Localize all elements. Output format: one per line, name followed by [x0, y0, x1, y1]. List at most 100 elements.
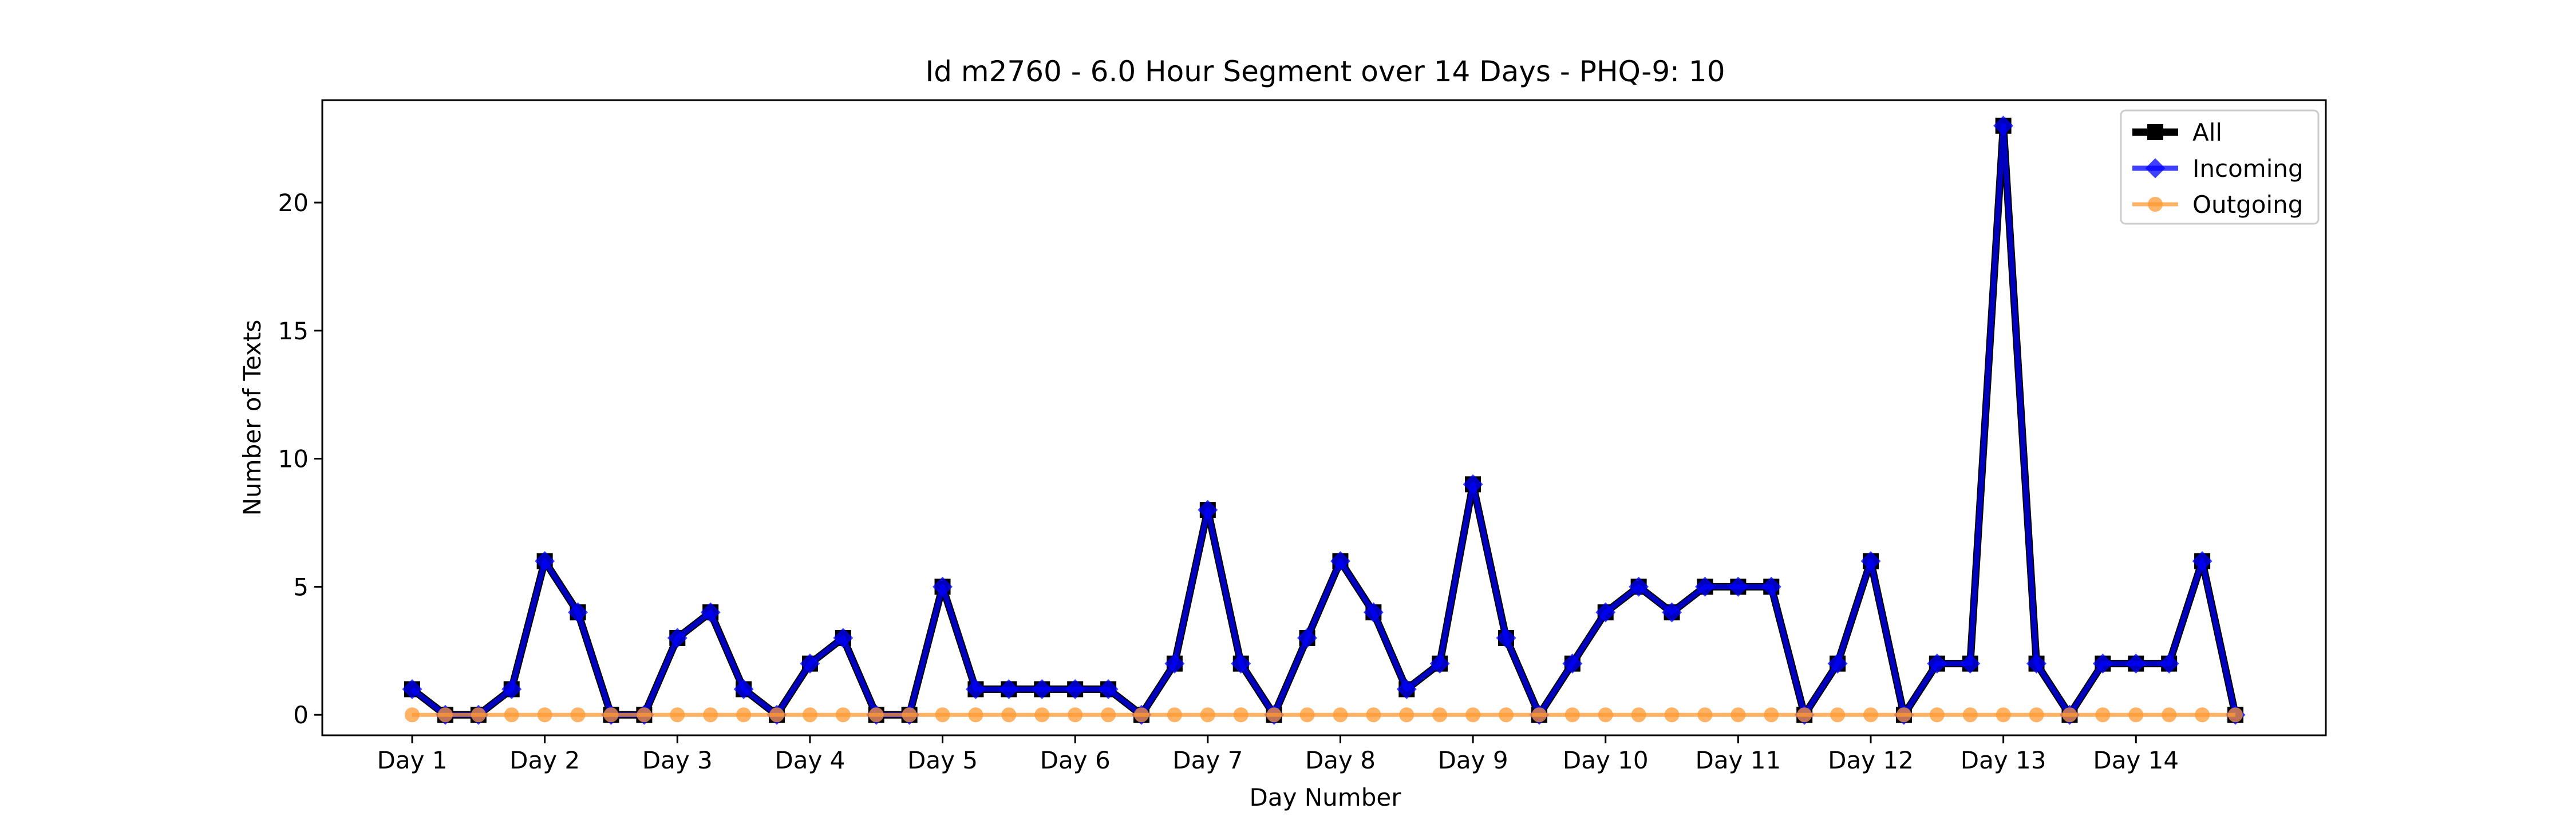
data-point	[1797, 707, 1812, 723]
y-tick-label: 20	[278, 189, 309, 217]
data-point	[1233, 707, 1249, 723]
data-point	[2162, 707, 2177, 723]
data-point	[1697, 707, 1713, 723]
data-point	[2228, 707, 2243, 723]
data-point	[603, 707, 619, 723]
data-point	[2092, 653, 2113, 674]
data-point	[1927, 653, 1947, 674]
data-point	[1631, 707, 1646, 723]
data-point	[637, 707, 652, 723]
data-point	[1266, 707, 1282, 723]
data-point	[1962, 707, 1978, 723]
data-point	[1363, 602, 1384, 623]
data-point	[933, 576, 953, 597]
data-point	[1830, 707, 1846, 723]
data-point	[968, 707, 983, 723]
data-point	[2095, 707, 2111, 723]
data-point	[998, 679, 1019, 699]
data-point	[1098, 679, 1119, 699]
data-point	[802, 707, 817, 723]
data-point	[1761, 576, 1781, 597]
x-tick-label: Day 1	[377, 746, 447, 774]
data-point	[902, 707, 917, 723]
data-point	[1001, 707, 1017, 723]
data-point	[1662, 602, 1682, 623]
plot-area	[402, 116, 2246, 725]
x-tick-label: Day 11	[1695, 746, 1781, 774]
x-axis-label: Day Number	[1249, 783, 1401, 811]
data-point	[1396, 679, 1417, 699]
data-point	[471, 707, 486, 723]
data-point	[501, 679, 522, 699]
x-tick-label: Day 14	[2093, 746, 2179, 774]
legend-marker	[2147, 124, 2163, 140]
legend-label: Incoming	[2192, 154, 2304, 183]
legend-item: Outgoing	[2132, 191, 2303, 219]
data-point	[1065, 679, 1085, 699]
data-point	[402, 679, 422, 699]
data-point	[1764, 707, 1779, 723]
data-point	[1960, 653, 1981, 674]
y-axis-label: Number of Texts	[238, 320, 266, 516]
data-point	[1432, 707, 1448, 723]
data-point	[1034, 707, 1050, 723]
y-tick-label: 10	[278, 445, 309, 473]
data-point	[667, 628, 688, 648]
x-tick-label: Day 7	[1172, 746, 1243, 774]
data-point	[1297, 628, 1318, 648]
data-point	[769, 707, 784, 723]
x-tick-label: Day 8	[1305, 746, 1376, 774]
data-point	[2159, 653, 2179, 674]
data-point	[1198, 500, 1218, 520]
data-point	[570, 707, 586, 723]
data-point	[1465, 707, 1481, 723]
data-point	[1993, 116, 2014, 136]
data-point	[1231, 653, 1251, 674]
data-point	[1032, 679, 1052, 699]
data-point	[1101, 707, 1116, 723]
data-point	[1463, 474, 1483, 494]
data-point	[2192, 551, 2212, 572]
data-point	[1664, 707, 1680, 723]
data-point	[1496, 628, 1516, 648]
x-tick-label: Day 5	[907, 746, 978, 774]
data-point	[1330, 551, 1350, 572]
legend-item: All	[2132, 118, 2222, 146]
data-point	[1164, 653, 1185, 674]
data-point	[1728, 576, 1748, 597]
legend-label: Outgoing	[2192, 191, 2303, 219]
data-point	[2026, 653, 2047, 674]
data-point	[2062, 707, 2077, 723]
y-tick-label: 15	[278, 317, 309, 345]
x-tick-label: Day 13	[1961, 746, 2046, 774]
data-point	[670, 707, 685, 723]
data-point	[1896, 707, 1911, 723]
legend: All Incoming Outgoing	[2120, 109, 2320, 225]
data-point	[1499, 707, 1514, 723]
data-point	[1929, 707, 1945, 723]
x-tick-label: Day 3	[642, 746, 713, 774]
x-tick-label: Day 4	[775, 746, 845, 774]
data-point	[568, 602, 588, 623]
data-point	[1827, 653, 1848, 674]
data-point	[535, 551, 555, 572]
legend-marker	[2148, 197, 2163, 212]
data-point	[537, 707, 552, 723]
data-point	[733, 679, 754, 699]
data-point	[1694, 576, 1715, 597]
data-point	[2128, 707, 2144, 723]
x-tick-label: Day 10	[1563, 746, 1649, 774]
legend-item: Incoming	[2132, 154, 2304, 183]
data-point	[1730, 707, 1746, 723]
data-point	[1860, 551, 1881, 572]
legend-box	[2120, 109, 2320, 225]
data-point	[700, 602, 721, 623]
x-tick-label: Day 12	[1828, 746, 1914, 774]
data-point	[1134, 707, 1149, 723]
series-line	[410, 123, 2238, 718]
x-tick-label: Day 2	[509, 746, 580, 774]
data-point	[405, 707, 420, 723]
data-point	[1200, 707, 1215, 723]
data-point	[504, 707, 519, 723]
